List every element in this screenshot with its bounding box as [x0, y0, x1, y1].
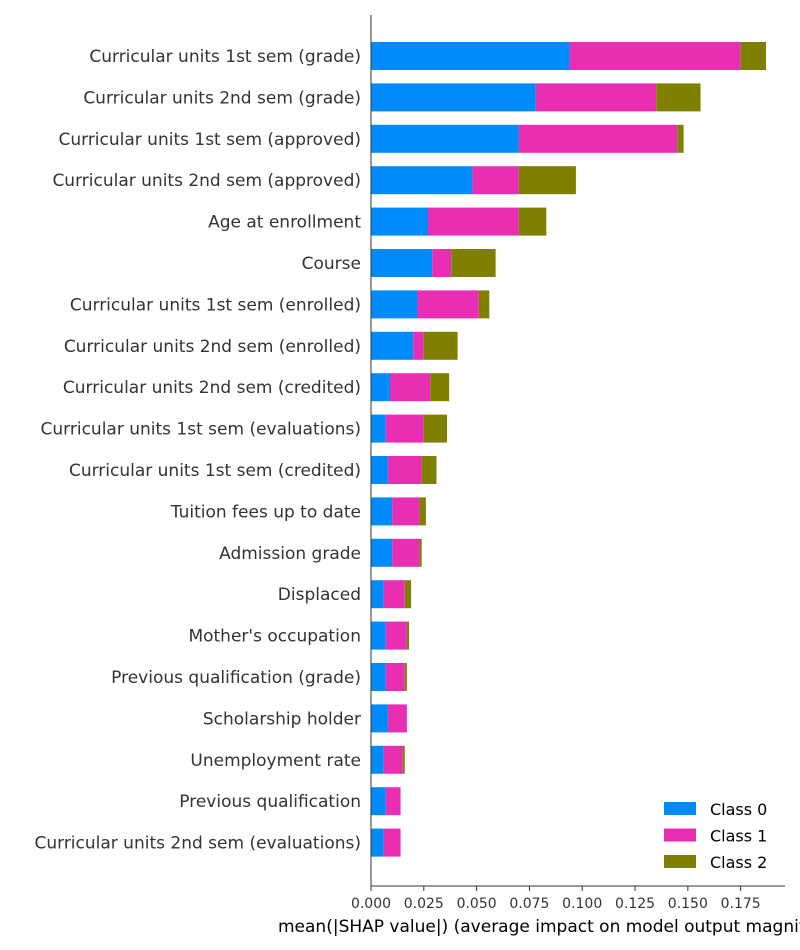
legend-label: Class 2	[710, 853, 767, 872]
bar-10-class-2	[423, 414, 448, 443]
bar-16-class-2	[404, 663, 407, 691]
bar-1-class-2	[740, 42, 766, 70]
feature-label: Previous qualification (grade)	[111, 668, 361, 688]
legend-swatch-class-2	[664, 855, 696, 868]
bar-18-class-1	[383, 745, 403, 774]
bar-4-class-1	[472, 166, 519, 195]
bar-13-class-0	[371, 538, 393, 567]
bar-6-class-0	[371, 249, 433, 277]
bar-2-class-2	[656, 83, 701, 112]
feature-label: Curricular units 1st sem (approved)	[58, 130, 361, 150]
bar-8-class-1	[413, 331, 424, 360]
bar-6-class-2	[451, 249, 496, 277]
x-tick-label: 0.025	[404, 896, 444, 912]
bar-20-class-0	[371, 828, 384, 857]
feature-label: Course	[302, 254, 361, 274]
feature-label: Scholarship holder	[203, 709, 361, 729]
bar-14-class-1	[383, 580, 405, 609]
bar-1-class-1	[569, 42, 741, 70]
feature-label: Mother's occupation	[188, 627, 361, 647]
x-tick-label: 0.050	[457, 896, 497, 912]
bar-5-class-1	[428, 207, 519, 236]
x-tick-label: 0.100	[562, 896, 602, 912]
legend-label: Class 0	[710, 800, 767, 819]
x-tick-label: 0.150	[668, 896, 708, 912]
bar-4-class-2	[518, 166, 576, 195]
bar-5-class-2	[518, 207, 547, 236]
bar-10-class-0	[371, 414, 386, 443]
bar-10-class-1	[385, 414, 424, 443]
bar-13-class-1	[392, 538, 420, 567]
feature-label: Curricular units 1st sem (credited)	[69, 461, 361, 481]
bar-8-class-0	[371, 331, 414, 360]
legend-swatch-class-1	[664, 828, 696, 842]
feature-label: Curricular units 1st sem (evaluations)	[41, 420, 361, 440]
bar-14-class-2	[404, 580, 412, 609]
bar-19-class-0	[371, 787, 386, 816]
bar-20-class-1	[383, 828, 401, 857]
bars-layer	[371, 42, 766, 857]
feature-label: Curricular units 2nd sem (approved)	[52, 171, 361, 191]
bar-8-class-2	[423, 331, 458, 360]
bar-7-class-1	[417, 290, 479, 319]
bar-19-class-1	[385, 787, 401, 816]
feature-label: Displaced	[278, 585, 361, 605]
bar-16-class-0	[371, 663, 386, 691]
feature-label: Curricular units 2nd sem (enrolled)	[64, 337, 361, 357]
feature-label: Curricular units 2nd sem (credited)	[63, 378, 361, 398]
bar-17-class-1	[387, 704, 407, 733]
bar-15-class-2	[406, 621, 410, 650]
bar-5-class-0	[371, 207, 429, 236]
x-tick-label: 0.125	[615, 896, 655, 912]
bar-12-class-1	[392, 497, 420, 526]
feature-label: Previous qualification	[179, 792, 361, 812]
bar-9-class-1	[390, 373, 431, 402]
bar-2-class-0	[371, 83, 536, 112]
feature-labels: Curricular units 1st sem (grade) Curricul…	[34, 47, 361, 854]
bar-3-class-1	[518, 124, 678, 153]
bar-12-class-2	[419, 497, 426, 526]
bar-11-class-2	[421, 456, 437, 484]
bar-12-class-0	[371, 497, 393, 526]
bar-9-class-2	[430, 373, 450, 402]
bar-13-class-2	[419, 538, 422, 567]
feature-label: Curricular units 2nd sem (grade)	[83, 88, 361, 108]
bar-15-class-0	[371, 621, 386, 650]
bar-11-class-0	[371, 456, 388, 484]
bar-2-class-1	[535, 83, 657, 112]
feature-label: Curricular units 1st sem (enrolled)	[70, 295, 361, 315]
bar-7-class-0	[371, 290, 418, 319]
bar-9-class-0	[371, 373, 391, 402]
feature-label: Age at enrollment	[208, 213, 361, 233]
feature-label: Admission grade	[219, 544, 361, 564]
bar-3-class-0	[371, 124, 519, 153]
feature-label: Curricular units 2nd sem (evaluations)	[34, 834, 361, 854]
legend: Class 0 Class 1 Class 2	[664, 800, 767, 872]
bar-17-class-0	[371, 704, 388, 733]
bar-18-class-0	[371, 745, 384, 774]
bar-15-class-1	[385, 621, 407, 650]
bar-7-class-2	[478, 290, 490, 319]
bar-3-class-2	[677, 124, 684, 153]
legend-swatch-class-0	[664, 802, 696, 815]
feature-label: Curricular units 1st sem (grade)	[89, 47, 361, 67]
bar-4-class-0	[371, 166, 473, 195]
x-axis-title: mean(|SHAP value|) (average impact on mo…	[278, 917, 800, 937]
x-tick-label: 0.075	[509, 896, 549, 912]
bar-1-class-0	[371, 42, 570, 70]
x-tick-label: 0.175	[721, 896, 761, 912]
bar-6-class-1	[432, 249, 452, 277]
feature-label: Tuition fees up to date	[170, 502, 361, 522]
feature-label: Unemployment rate	[190, 751, 361, 771]
bar-16-class-1	[385, 663, 405, 691]
bar-18-class-2	[402, 745, 405, 774]
bar-14-class-0	[371, 580, 384, 609]
x-tick-label: 0.000	[351, 896, 391, 912]
legend-label: Class 1	[710, 827, 767, 846]
bar-11-class-1	[387, 456, 422, 484]
x-axis-ticks: 0.000 0.025 0.050 0.075 0.100 0.125 0.150 0.175	[351, 886, 761, 912]
